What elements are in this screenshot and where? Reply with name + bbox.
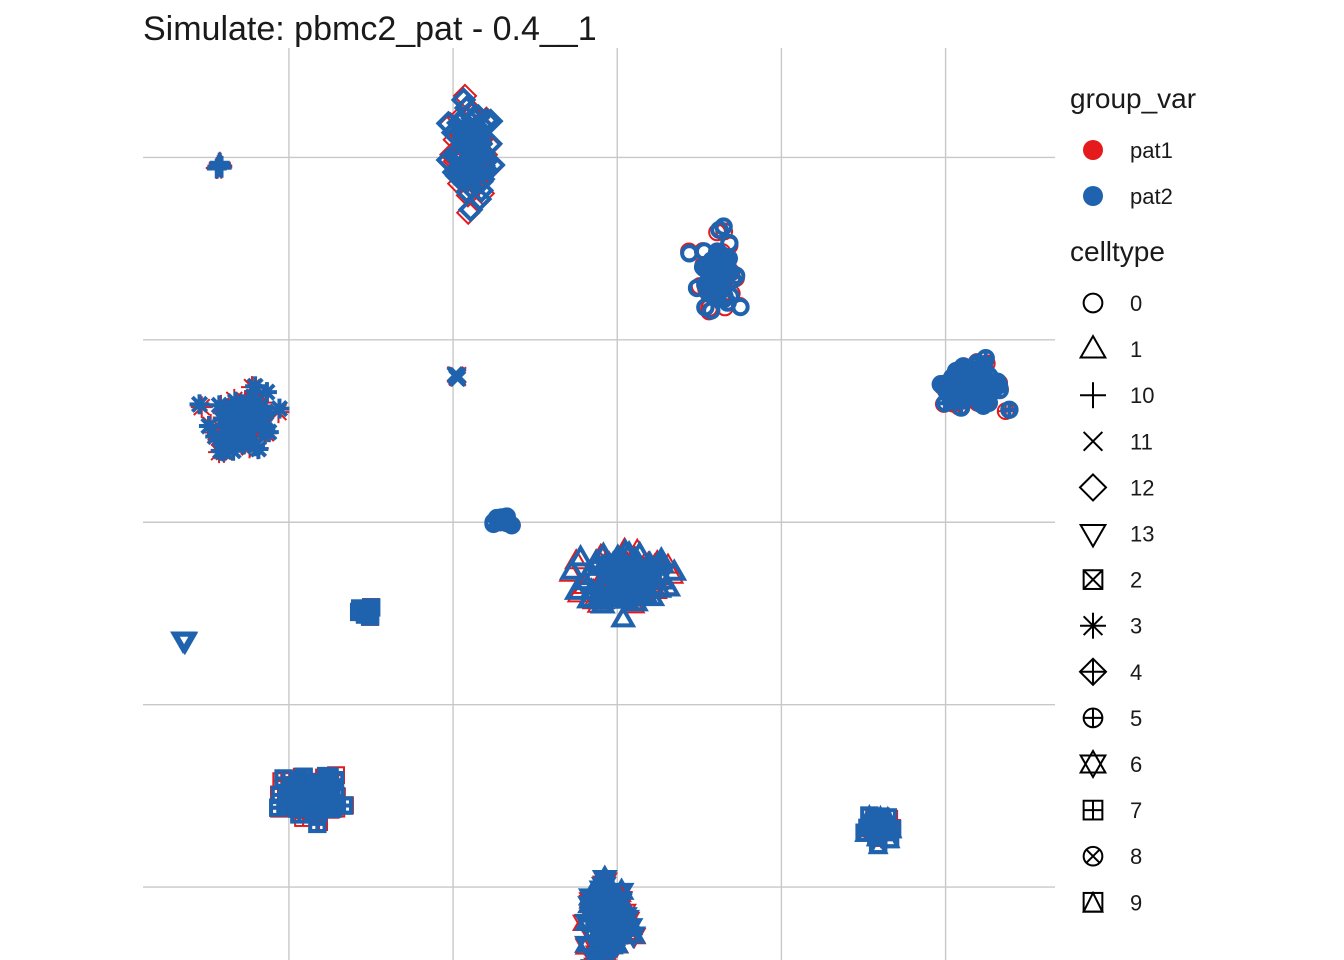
point-pat2-1-109	[595, 580, 622, 604]
legend-key-celltype-1	[1078, 334, 1108, 359]
point-pat2-10-7	[208, 155, 229, 176]
point-pat2-0-30	[721, 286, 740, 306]
legend-label-celltype-10: 10	[1130, 383, 1154, 408]
legend-label-celltype-9: 9	[1130, 890, 1142, 915]
legend-label-celltype-8: 8	[1130, 844, 1142, 869]
point-pat2-3-23	[209, 395, 230, 416]
point-pat2-6-47	[591, 864, 618, 893]
legend: group_var pat1 pat2 celltype 0 1 10 11 12 13 2 3 4 5 6…	[1070, 83, 1196, 915]
point-pat2-0-40	[731, 297, 750, 317]
cluster-celltype-8	[484, 507, 521, 535]
legend-key-celltype-10	[1080, 382, 1106, 409]
legend-key-celltype-7	[1082, 799, 1104, 821]
cluster-celltype-6	[571, 864, 647, 960]
point-pat2-1-73	[646, 575, 673, 598]
point-pat2-1-76	[571, 567, 598, 591]
legend-key-celltype-12	[1078, 472, 1108, 502]
point-pat2-12-62	[453, 104, 479, 131]
point-pat2-6-64	[601, 928, 628, 957]
cluster-core-1	[605, 560, 648, 594]
point-pat2-1-67	[558, 557, 585, 580]
point-pat2-3-60	[213, 434, 234, 455]
legend-key-celltype-9	[1082, 890, 1104, 913]
legend-label-celltype-1: 1	[1130, 337, 1142, 362]
legend-label-celltype-5: 5	[1130, 706, 1142, 731]
point-pat2-3-19	[189, 394, 210, 415]
point-pat2-1-96	[649, 550, 676, 574]
legend-key-celltype-5	[1082, 707, 1104, 729]
point-pat2-0-33	[702, 301, 721, 320]
cluster-celltype-7	[269, 766, 354, 834]
chart-title: Simulate: pbmc2_pat - 0.4__1	[143, 10, 597, 48]
cluster-core-9	[874, 820, 889, 835]
cluster-celltype-1	[558, 536, 688, 628]
cluster-celltype-5	[931, 348, 1019, 421]
legend-key-celltype-11	[1082, 431, 1104, 452]
cluster-celltype-10	[205, 151, 233, 180]
legend-key-pat2	[1083, 186, 1103, 206]
legend-label-celltype-3: 3	[1130, 614, 1142, 639]
point-pat2-6-62	[583, 942, 610, 960]
cluster-core-6	[597, 901, 620, 937]
legend-label-celltype-11: 11	[1130, 429, 1153, 454]
point-pat2-1-43	[610, 604, 637, 628]
point-pat2-5-73	[931, 375, 950, 394]
point-pat2-12-37	[435, 110, 462, 137]
legend-label-celltype-7: 7	[1130, 798, 1142, 823]
point-pat2-0-44	[710, 220, 729, 240]
point-pat2-5-28	[1000, 400, 1019, 420]
legend-label-celltype-6: 6	[1130, 752, 1142, 777]
legend-label-celltype-0: 0	[1130, 291, 1142, 316]
cluster-celltype-0	[680, 217, 750, 321]
cluster-core-12	[460, 127, 483, 178]
legend-title-group-var: group_var	[1070, 83, 1196, 114]
cluster-celltype-3	[189, 376, 290, 464]
cluster-celltype-2	[349, 598, 381, 626]
legend-key-celltype-13	[1078, 524, 1108, 549]
point-pat2-7-61	[308, 814, 327, 834]
point-pat2-1-101	[589, 553, 616, 576]
point-pat2-3-49	[244, 436, 265, 457]
point-pat2-7-79	[322, 778, 341, 797]
point-pat2-11-4	[449, 367, 467, 385]
legend-label-pat2: pat2	[1130, 184, 1173, 209]
legend-title-celltype: celltype	[1070, 236, 1165, 267]
point-pat2-1-104	[589, 591, 616, 614]
point-pat2-2-9	[358, 600, 377, 620]
legend-key-pat1	[1083, 140, 1103, 160]
legend-label-celltype-13: 13	[1130, 522, 1154, 547]
legend-label-celltype-2: 2	[1130, 568, 1142, 593]
cluster-celltype-13	[170, 631, 199, 656]
legend-label-celltype-12: 12	[1130, 475, 1154, 500]
point-pat2-1-107	[632, 580, 659, 603]
cluster-core-7	[295, 784, 328, 807]
legend-key-celltype-4	[1078, 657, 1108, 687]
legend-key-celltype-2	[1082, 569, 1104, 590]
legend-key-celltype-3	[1080, 612, 1106, 639]
legend-key-celltype-8	[1082, 845, 1104, 867]
point-pat2-13-2	[171, 632, 198, 656]
legend-label-pat1: pat1	[1130, 138, 1173, 163]
cluster-core-0	[708, 252, 727, 291]
data-points	[170, 83, 1019, 960]
cluster-core-3	[227, 405, 260, 438]
legend-key-celltype-6	[1078, 748, 1108, 780]
point-pat2-1-98	[577, 585, 604, 608]
cluster-celltype-11	[446, 365, 467, 388]
point-pat2-1-92	[563, 577, 590, 600]
legend-key-celltype-0	[1082, 292, 1104, 314]
point-pat2-8-14	[491, 513, 510, 532]
cluster-celltype-12	[435, 83, 506, 226]
point-pat2-1-102	[567, 543, 594, 567]
legend-label-celltype-4: 4	[1130, 660, 1142, 685]
point-pat2-1-97	[612, 582, 639, 606]
grid-lines	[143, 48, 1055, 960]
cluster-celltype-9	[854, 803, 903, 855]
cluster-core-5	[956, 374, 989, 397]
